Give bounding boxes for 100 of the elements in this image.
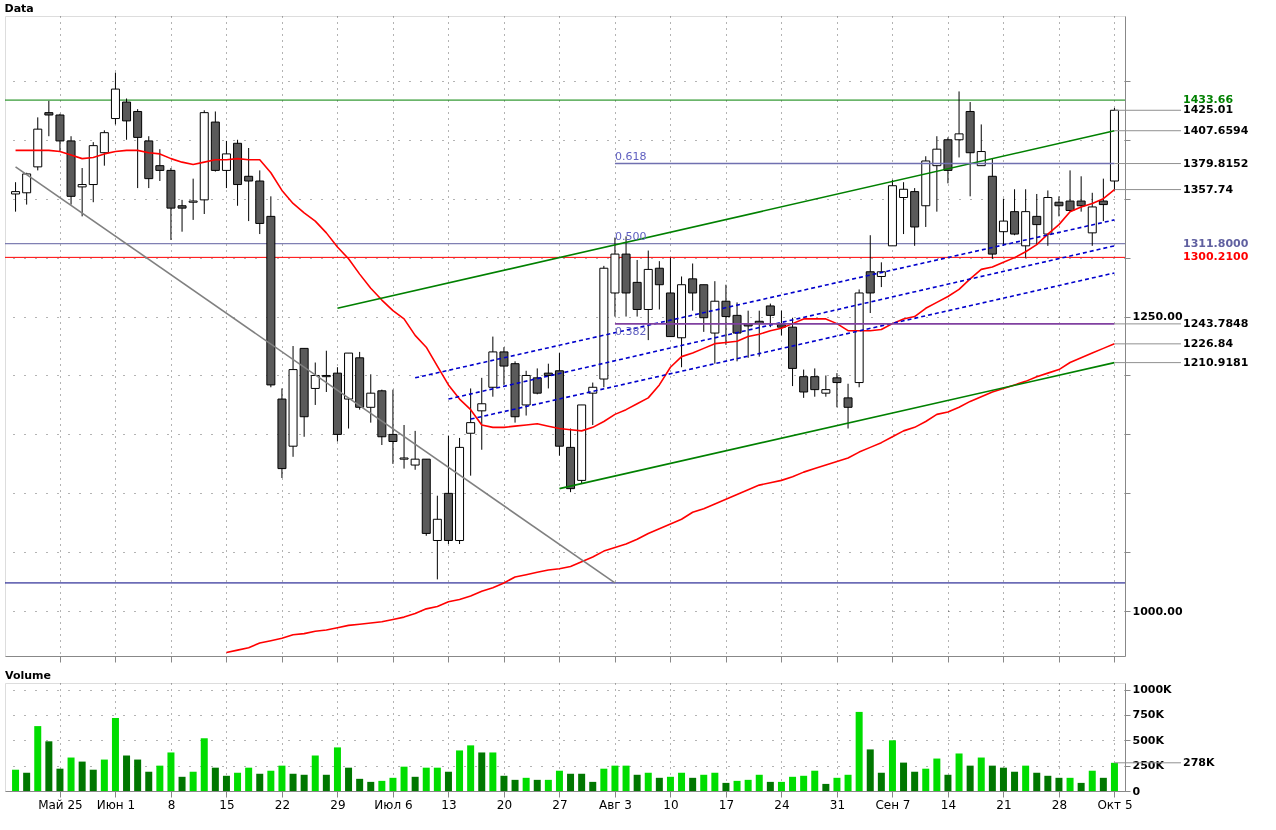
bar: [189, 771, 197, 791]
bar: [45, 741, 53, 791]
line-series: [225, 343, 1116, 654]
candlestick: [799, 369, 809, 399]
bar: [356, 778, 364, 791]
annotation: 0.618: [614, 149, 647, 163]
bar: [600, 768, 608, 791]
bar: [866, 749, 874, 791]
candlestick: [1010, 188, 1020, 236]
bar: [567, 773, 575, 791]
bar: [300, 774, 308, 791]
bar: [389, 777, 397, 791]
bar: [1110, 762, 1118, 791]
y-tick-label: 750K: [1132, 708, 1165, 722]
bar: [23, 772, 31, 791]
bar: [589, 781, 597, 791]
candlestick: [899, 181, 909, 235]
bar: [400, 766, 408, 791]
candlestick: [688, 263, 698, 312]
annotation: 0.382: [614, 324, 647, 338]
candlestick: [821, 374, 831, 398]
bar: [633, 774, 641, 791]
bar: [378, 780, 386, 791]
bar: [411, 776, 419, 791]
bar: [999, 767, 1007, 791]
candlestick: [876, 261, 886, 288]
x-tick-label: 27: [552, 797, 568, 812]
candlestick: [865, 234, 875, 314]
bar: [666, 776, 674, 791]
x-tick-label: Июл 6: [374, 797, 413, 812]
bar: [256, 773, 264, 791]
candlestick: [244, 147, 254, 222]
bar: [134, 759, 142, 791]
bar: [655, 777, 663, 791]
x-tick-label: 28: [1051, 797, 1068, 812]
annotation: 1425.01: [1183, 103, 1234, 117]
candlestick: [221, 140, 231, 189]
x-tick-label: 31: [829, 797, 846, 812]
bar: [456, 750, 464, 791]
annotation: 0.500: [614, 229, 647, 243]
y-tick-label: 0: [1132, 784, 1141, 798]
candlestick: [1076, 175, 1086, 213]
bar: [1077, 782, 1085, 791]
bar: [100, 759, 108, 791]
bar: [977, 757, 985, 791]
bar: [289, 773, 297, 791]
bar: [611, 765, 619, 791]
bar: [578, 773, 586, 791]
bar: [489, 752, 497, 791]
bar: [311, 755, 319, 791]
bar: [855, 711, 863, 791]
y-tick-label: 1250.00: [1132, 310, 1183, 324]
candlestick: [399, 424, 409, 470]
bar: [533, 779, 541, 791]
bar: [800, 775, 808, 791]
annotation: 1357.74: [1183, 182, 1234, 196]
x-tick-label: 17: [718, 797, 735, 812]
bar: [34, 726, 42, 791]
bar: [644, 772, 652, 791]
candlestick: [477, 377, 487, 451]
bar: [1022, 765, 1030, 791]
x-tick-label: 10: [663, 797, 679, 812]
bar: [478, 752, 486, 791]
candlestick: [122, 98, 132, 141]
bar: [145, 771, 153, 791]
y-tick-label: 1000.00: [1132, 604, 1183, 618]
x-tick-label: Июн 1: [96, 797, 136, 812]
bar: [322, 774, 330, 791]
bar: [622, 765, 630, 791]
bar: [234, 772, 242, 791]
candlestick: [432, 495, 442, 580]
annotation: 1210.9181: [1183, 355, 1249, 369]
bar: [922, 768, 930, 791]
bar: [511, 779, 519, 791]
candlestick: [765, 303, 775, 328]
y-tick-label: 250K: [1132, 759, 1165, 773]
bar: [433, 767, 441, 791]
bar: [522, 777, 530, 791]
candlestick: [77, 167, 87, 217]
bar: [500, 775, 508, 791]
candlestick: [543, 363, 553, 389]
candlestick: [321, 350, 331, 393]
x-tick-label: Май 25: [38, 797, 83, 812]
bar: [67, 757, 75, 791]
x-tick-label: 29: [330, 797, 346, 812]
ref-line-label: 1300.2100: [1183, 250, 1249, 264]
bar: [700, 774, 708, 791]
candlestick: [99, 129, 109, 167]
bar: [888, 740, 896, 791]
bar: [245, 767, 253, 791]
annotation: 1226.84: [1183, 336, 1234, 350]
bar: [178, 776, 186, 791]
bar: [111, 717, 119, 791]
candlestick: [22, 172, 32, 206]
candlestick: [366, 373, 376, 424]
annotation: 1407.6594: [1183, 123, 1249, 137]
candlestick: [998, 198, 1008, 247]
x-tick-label: 13: [441, 797, 457, 812]
bar: [766, 781, 774, 791]
bar: [966, 765, 974, 791]
